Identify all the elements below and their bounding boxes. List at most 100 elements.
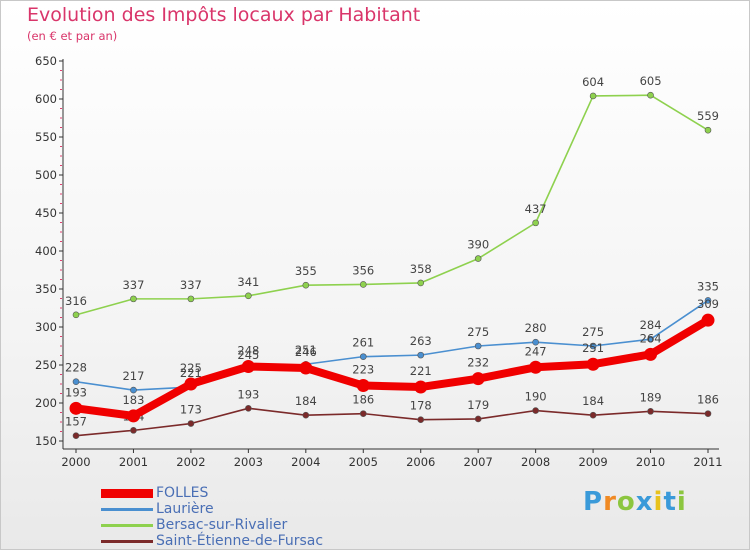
y-tick-label: 450 [35,206,57,220]
x-tick-label: 2007 [464,455,493,469]
legend-swatch-folles [101,489,153,498]
data-point [69,401,83,415]
data-label: 221 [410,364,432,378]
data-label: 232 [467,356,489,370]
data-label: 190 [525,390,547,404]
y-tick-label: 300 [35,320,57,334]
data-label: 390 [467,238,489,252]
x-tick-label: 2010 [636,455,665,469]
data-label: 221 [180,366,202,380]
data-point [471,372,485,386]
series-line-lauri-re [75,299,709,391]
legend-swatch-lauriere [101,508,153,511]
legend-label-saint-etienne: Saint-Étienne-de-Fursac [156,533,324,549]
data-label: 245 [237,348,259,362]
chart-title: Evolution des Impôts locaux par Habitant [27,4,421,26]
data-label: 358 [410,262,432,276]
legend-label-folles: FOLLES [156,485,209,501]
data-label: 264 [640,331,662,345]
data-point [417,351,425,359]
data-point [647,335,654,343]
data-label: 183 [122,393,144,407]
data-point [302,281,310,289]
x-tick-label: 2004 [291,455,320,469]
data-point [359,410,367,417]
data-point [704,410,712,417]
y-tick-label: 500 [35,168,57,182]
data-point [184,377,198,391]
data-point [417,416,425,424]
data-point [474,342,482,350]
x-tick-label: 2011 [693,455,722,469]
data-label: 605 [640,74,662,88]
x-tick-label: 2008 [521,455,550,469]
x-tick-label: 2006 [406,455,435,469]
data-point [414,380,428,394]
data-label: 559 [697,109,719,123]
data-point [359,281,367,288]
y-tick-label: 200 [35,396,57,410]
data-point [647,408,654,415]
data-label: 225 [180,361,202,375]
data-point [589,92,597,100]
data-point [589,411,597,419]
data-label: 193 [237,387,259,401]
data-point [529,360,543,374]
data-point [532,219,539,227]
x-tick-label: 2003 [234,455,263,469]
data-label: 437 [525,202,547,216]
data-label: 247 [525,344,547,358]
data-label: 261 [352,336,374,350]
data-point [532,338,539,346]
data-point [586,357,600,371]
data-point [299,361,313,375]
series-line-bersac-sur-rivalier [75,94,709,316]
data-label: 316 [65,294,87,308]
legend-swatch-saint-etienne [101,540,153,543]
data-label: 157 [65,415,87,429]
y-tick-label: 350 [35,282,57,296]
logo-letter: i [653,487,664,517]
data-point [417,279,425,287]
data-label: 173 [180,403,202,417]
logo-letter: P [583,487,604,517]
data-label: 251 [295,343,317,357]
proxiti-logo: Proxiti [583,487,687,517]
legend-swatch-bersac [101,524,153,527]
data-label: 246 [295,345,317,359]
data-label: 186 [697,393,719,407]
data-label: 275 [467,325,489,339]
data-label: 178 [410,399,432,413]
data-label: 179 [467,398,489,412]
data-point [241,360,255,374]
data-label: 337 [122,278,144,292]
x-tick-label: 2002 [176,455,205,469]
data-label: 251 [582,341,604,355]
data-point [474,255,482,262]
x-tick-label: 2005 [349,455,378,469]
data-point [187,420,195,427]
data-label: 280 [525,321,547,335]
y-tick-label: 250 [35,358,57,372]
data-point [126,409,140,423]
data-label: 355 [295,264,317,278]
data-point [187,295,195,303]
data-label: 604 [582,75,604,89]
data-label: 228 [65,361,87,375]
data-point [589,342,597,350]
series-line-folles [72,316,712,420]
y-tick-label: 400 [35,244,57,258]
data-point [130,295,137,303]
data-point [647,91,654,99]
y-tick-label: 150 [35,434,57,448]
data-label: 284 [640,318,662,332]
x-tick-label: 2001 [119,455,148,469]
data-label: 263 [410,334,432,348]
data-point [701,313,715,327]
data-point [245,292,252,300]
data-point [72,378,80,386]
data-label: 309 [697,297,719,311]
x-tick-label: 2009 [578,455,607,469]
y-tick-label: 600 [35,92,57,106]
